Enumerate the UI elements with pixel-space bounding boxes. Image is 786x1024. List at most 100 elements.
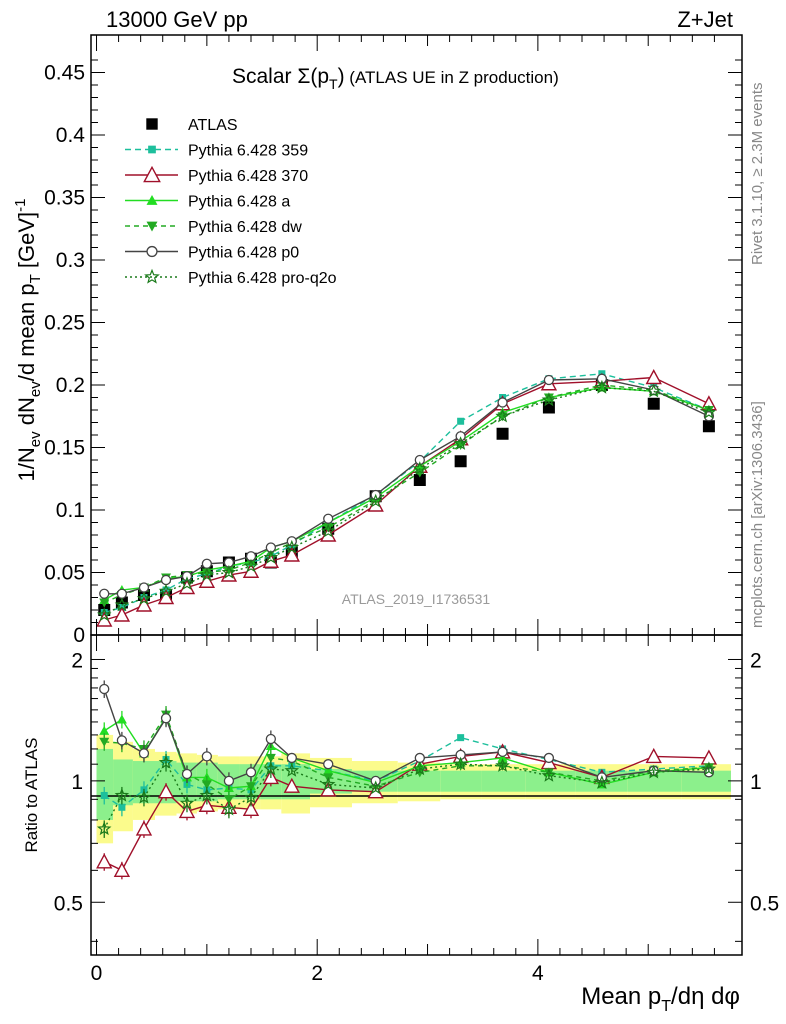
legend-marker-pq2o	[144, 268, 160, 284]
main-point-pdw	[455, 441, 466, 450]
legend-marker-pa	[146, 195, 158, 205]
main-point-pp0	[414, 454, 425, 466]
main-point-pq2o	[221, 564, 237, 579]
y-tick-label-main: 0.35	[44, 187, 85, 210]
ratio-point-pp0	[201, 751, 213, 762]
main-point-pq2o	[243, 558, 259, 573]
ratio-point-pp0	[497, 746, 508, 758]
y-tick-label-ratio-right: 2	[750, 649, 762, 672]
main-point-atlas	[647, 397, 660, 410]
legend-marker-pp0	[146, 245, 158, 258]
main-point-pq2o	[453, 436, 468, 450]
band-inner-segment	[96, 748, 114, 820]
main-point-p370	[198, 572, 216, 588]
ratio-series-group	[96, 680, 718, 880]
axis-ticks: 0 0.05 0.1 0.15 0.2 0.25 0.3 0.35 0.4 0.45 0.5 0.5 1…	[44, 35, 779, 985]
ratio-point-pdw	[223, 795, 234, 805]
main-point-pdw	[201, 568, 212, 578]
x-tick-label: 2	[311, 962, 323, 985]
main-point-pp0	[116, 588, 128, 599]
main-point-pq2o	[495, 408, 510, 423]
main-point-p370	[113, 606, 131, 622]
y-tick-label-main: 0.05	[44, 562, 85, 585]
main-line-pa	[103, 386, 710, 601]
main-line-p359	[104, 373, 710, 614]
main-point-pp0	[99, 588, 110, 599]
main-point-pq2o	[320, 523, 336, 538]
ratio-point-pp0	[223, 775, 235, 787]
main-point-atlas	[413, 474, 426, 486]
ratio-point-p370	[242, 800, 260, 817]
legend-label-pa: Pythia 6.428 a	[188, 194, 290, 211]
legend-label-pdw: Pythia 6.428 dw	[188, 219, 302, 236]
y-tick-label-main: 0.2	[56, 374, 85, 397]
ratio-point-p359	[100, 791, 108, 799]
legend-marker-p370	[143, 165, 161, 183]
ratio-panel-frame	[90, 634, 743, 956]
legend-marker-atlas	[146, 118, 158, 130]
ratio-point-pdw	[99, 737, 110, 747]
ratio-point-pp0	[116, 735, 128, 746]
analysis-id: ATLAS_2019_I1736531	[342, 591, 491, 607]
band-inner-segment	[440, 770, 482, 792]
ratio-point-p370	[96, 853, 113, 869]
main-point-pdw	[703, 406, 714, 415]
ratio-point-pp0	[543, 752, 555, 764]
ratio-point-pp0	[245, 767, 257, 778]
ratio-point-pdw	[245, 782, 256, 792]
legend: ATLAS Pythia 6.428 359 Pythia 6.428 370 Pyt…	[125, 117, 337, 287]
ratio-point-pp0	[138, 748, 150, 759]
x-tick-label: 0	[91, 962, 103, 985]
ratio-point-pq2o	[96, 821, 112, 836]
main-line-pq2o	[103, 386, 710, 616]
chart-title: Scalar Σ(pT) (ATLAS UE in Z production)	[232, 65, 559, 92]
main-point-pp0	[201, 558, 213, 569]
ratio-point-pa	[99, 725, 110, 735]
main-point-pdw	[543, 393, 554, 403]
energy-label: 13000 GeV pp	[106, 7, 248, 32]
main-line-pp0	[104, 378, 710, 595]
legend-label-pq2o: Pythia 6.428 pro-q2o	[188, 270, 337, 287]
main-point-pq2o	[701, 404, 717, 419]
main-point-pa	[414, 461, 425, 471]
main-point-pp0	[160, 574, 172, 586]
ratio-point-pdw	[265, 753, 276, 763]
main-point-pq2o	[368, 493, 383, 508]
ratio-point-p359	[457, 734, 465, 742]
ratio-point-p359	[118, 803, 126, 811]
y-tick-label-main: 0.4	[56, 124, 86, 147]
ratio-point-pq2o	[284, 763, 300, 777]
main-point-pq2o	[541, 392, 557, 407]
y-tick-label-main: 0.25	[44, 312, 85, 335]
main-point-pp0	[543, 374, 555, 386]
main-point-p370	[283, 546, 300, 562]
y-tick-label-main: 0.45	[44, 62, 85, 85]
main-point-pq2o	[594, 379, 610, 394]
ratio-point-pq2o	[646, 764, 661, 779]
y-tick-label-ratio: 1	[71, 771, 83, 794]
legend-marker-pdw	[146, 221, 158, 232]
y-tick-label-ratio-right: 0.5	[750, 892, 779, 915]
ratio-point-pq2o	[158, 754, 174, 769]
legend-marker-p359	[148, 145, 156, 154]
main-point-atlas	[702, 420, 715, 433]
main-point-pp0	[497, 397, 508, 408]
ratio-point-pa	[116, 714, 127, 724]
x-axis-label: Mean pT/dη dφ	[581, 983, 740, 1015]
ratio-point-pa	[323, 765, 334, 775]
ratio-point-p370	[135, 820, 153, 836]
ratio-point-pa	[497, 752, 508, 762]
y-tick-label-main: 0.15	[44, 437, 85, 460]
ratio-point-p370	[157, 783, 175, 799]
mcplots-label: mcplots.cern.ch [arXiv:1306.3436]	[749, 401, 766, 628]
band-inner-segment	[681, 770, 731, 792]
ratio-point-pq2o	[114, 787, 130, 802]
ratio-point-pq2o	[136, 789, 152, 804]
ratio-point-pq2o	[541, 768, 557, 782]
ratio-point-pq2o	[368, 780, 383, 795]
y-tick-label-ratio: 0.5	[54, 892, 83, 915]
main-point-pq2o	[199, 567, 215, 582]
ratio-point-pq2o	[243, 789, 259, 804]
main-point-pq2o	[646, 383, 661, 398]
